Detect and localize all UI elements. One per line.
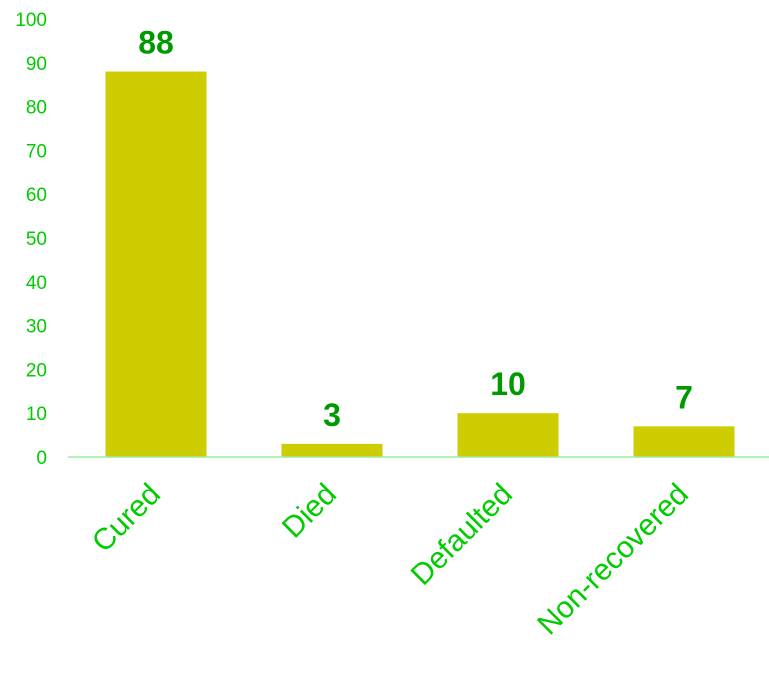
data-label: 10	[490, 366, 526, 402]
x-tick-label: Died	[276, 478, 343, 545]
y-tick-label: 90	[26, 54, 47, 75]
x-axis: Cured Died Defaulted Non-recovered	[86, 478, 695, 642]
data-label: 7	[675, 379, 693, 415]
bar-died	[281, 443, 383, 457]
y-tick-label: 80	[26, 98, 47, 119]
y-axis: 0 10 20 30 40 50 60 70 80 90 100	[15, 10, 47, 469]
bar-cured	[105, 71, 207, 457]
x-tick-label: Defaulted	[405, 478, 519, 592]
y-tick-label: 50	[26, 229, 47, 250]
y-tick-label: 0	[36, 448, 47, 469]
bar-defaulted	[457, 413, 559, 457]
y-tick-label: 10	[26, 404, 47, 425]
x-tick-label: Non-recovered	[531, 478, 695, 642]
y-tick-label: 60	[26, 185, 47, 206]
x-tick-label: Cured	[86, 478, 167, 559]
y-tick-label: 40	[26, 273, 47, 294]
data-labels: 88 3 10 7	[138, 25, 693, 433]
y-tick-label: 70	[26, 141, 47, 162]
bar-series	[105, 71, 735, 457]
data-label: 88	[138, 25, 174, 61]
data-label: 3	[323, 397, 341, 433]
y-tick-label: 20	[26, 360, 47, 381]
y-tick-label: 100	[15, 10, 47, 31]
y-tick-label: 30	[26, 317, 47, 338]
bar-non-recovered	[633, 426, 735, 457]
